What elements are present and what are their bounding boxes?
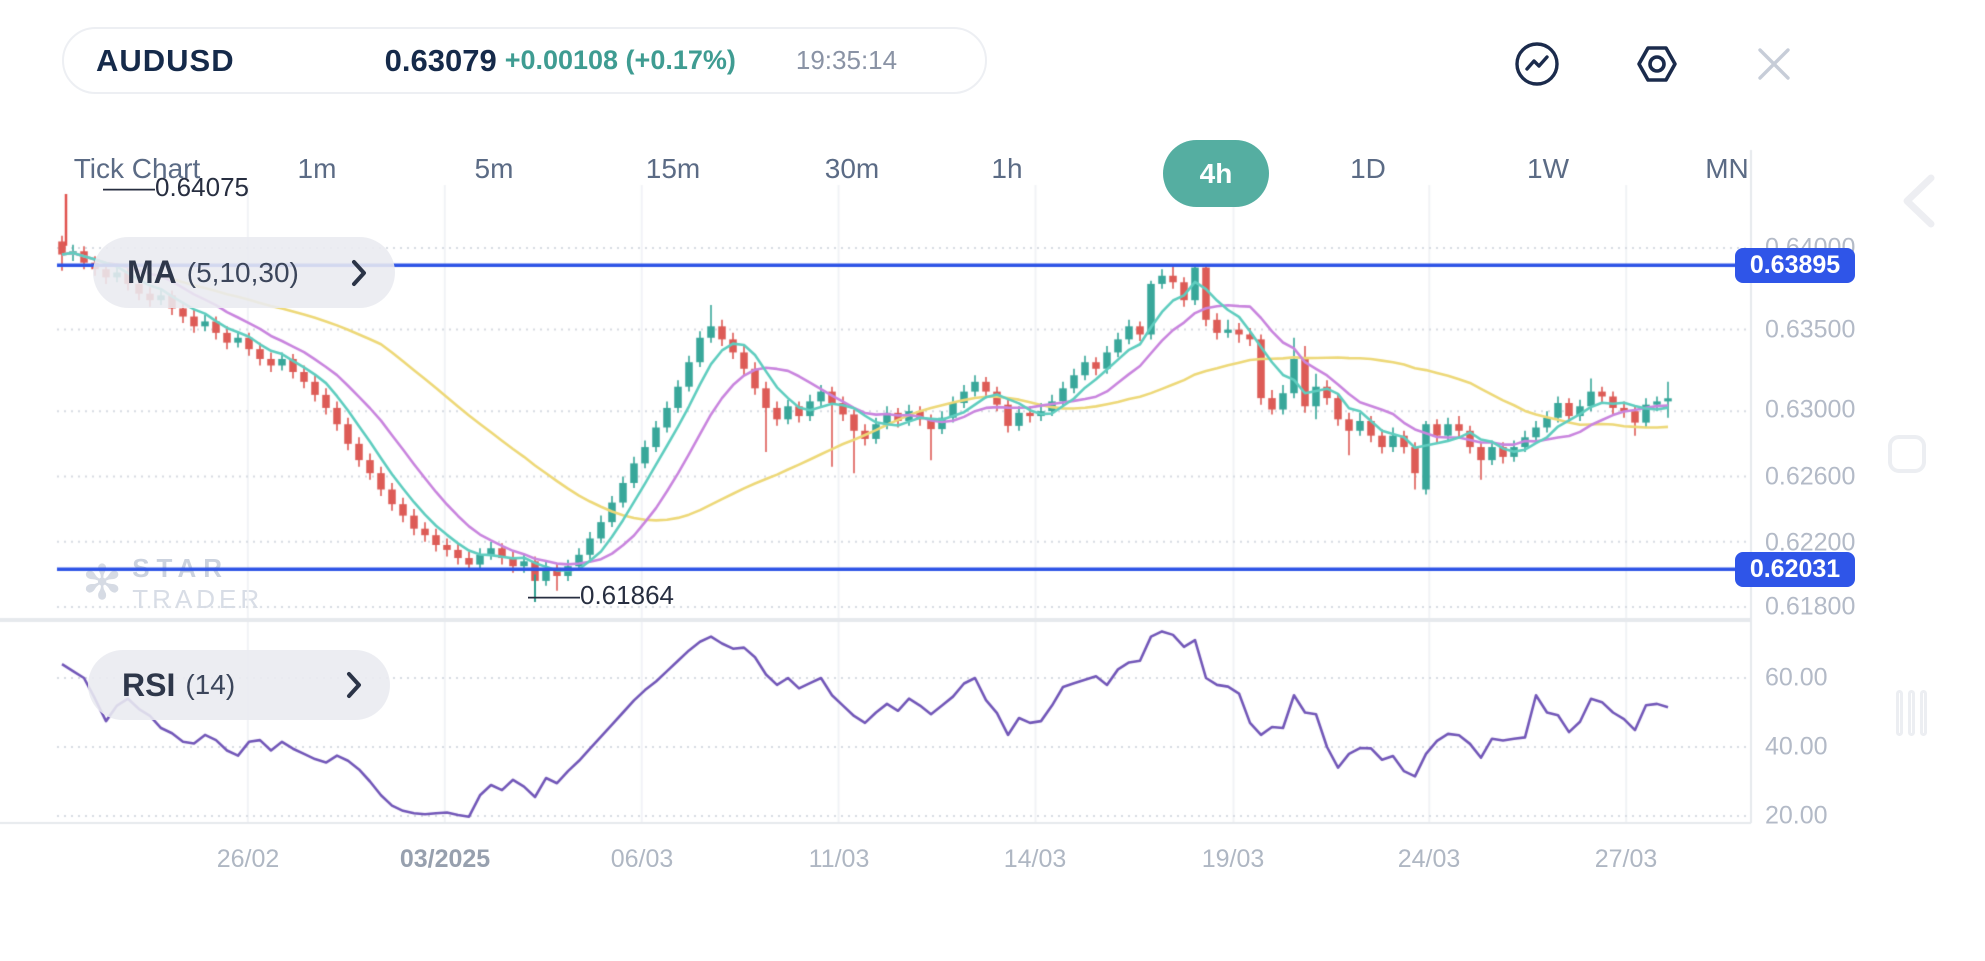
low-annotation: ——0.61864: [528, 580, 674, 610]
date-tick: 27/03: [1594, 845, 1658, 873]
high-annotation: ——0.64075: [103, 172, 249, 202]
tab-1w[interactable]: 1W: [1527, 153, 1569, 184]
ma-indicator-pill[interactable]: MA (5,10,30): [93, 237, 395, 308]
symbol-label: AUDUSD: [96, 42, 235, 78]
date-tick: 03/2025: [399, 845, 491, 873]
rsi-indicator-params: (14): [185, 669, 236, 700]
price-tick: 0.63500: [1765, 315, 1856, 344]
tab-tick-chart[interactable]: Tick Chart: [73, 153, 201, 184]
rsi-indicator-name: RSI: [122, 666, 176, 703]
chevron-right-icon: [351, 259, 367, 287]
screenshot-tool-icon[interactable]: [1888, 435, 1926, 473]
price-tick: 0.62600: [1765, 462, 1856, 491]
rsi-tick: 20.00: [1765, 801, 1828, 830]
tab-4h-active[interactable]: 4h: [1163, 140, 1269, 207]
tab-30m[interactable]: 30m: [824, 153, 880, 184]
chevron-right-icon: [346, 671, 362, 699]
date-tick: 11/03: [808, 845, 870, 873]
tab-15m[interactable]: 15m: [645, 153, 701, 184]
settings-hex-icon[interactable]: [1633, 40, 1681, 91]
last-price: 0.63079: [384, 42, 497, 78]
collapse-panel-chevron-icon[interactable]: [1893, 170, 1945, 237]
tab-5m[interactable]: 5m: [474, 153, 514, 184]
quote-bar: AUDUSD 0.63079 +0.00108 (+0.17%) 19:35:1…: [62, 27, 987, 94]
price-change: +0.00108 (+0.17%): [504, 45, 736, 75]
date-tick: 24/03: [1397, 845, 1461, 873]
tab-mn[interactable]: MN: [1705, 153, 1749, 184]
quote-time: 19:35:14: [795, 45, 898, 75]
price-tick: 0.61800: [1765, 592, 1856, 621]
rsi-indicator-pill[interactable]: RSI (14): [88, 650, 390, 720]
date-tick: 26/02: [216, 845, 280, 873]
rsi-tick: 60.00: [1765, 663, 1828, 692]
date-tick: 14/03: [1003, 845, 1067, 873]
price-level-badge-low[interactable]: 0.62031: [1735, 552, 1855, 587]
ma-indicator-params: (5,10,30): [186, 256, 299, 288]
tab-1d[interactable]: 1D: [1350, 153, 1386, 184]
ma-indicator-name: MA: [127, 254, 177, 290]
date-tick: 19/03: [1201, 845, 1265, 873]
close-icon[interactable]: [1752, 42, 1796, 89]
drag-grip-icon[interactable]: [1896, 690, 1932, 741]
tab-1h[interactable]: 1h: [991, 153, 1023, 184]
price-tick: 0.63000: [1765, 395, 1856, 424]
price-level-badge-high[interactable]: 0.63895: [1735, 248, 1855, 283]
tab-1m[interactable]: 1m: [297, 153, 337, 184]
date-tick: 06/03: [610, 845, 674, 873]
rsi-tick: 40.00: [1765, 732, 1828, 761]
trend-circle-icon[interactable]: [1513, 40, 1561, 91]
price-tick: 0.62200: [1765, 528, 1856, 557]
